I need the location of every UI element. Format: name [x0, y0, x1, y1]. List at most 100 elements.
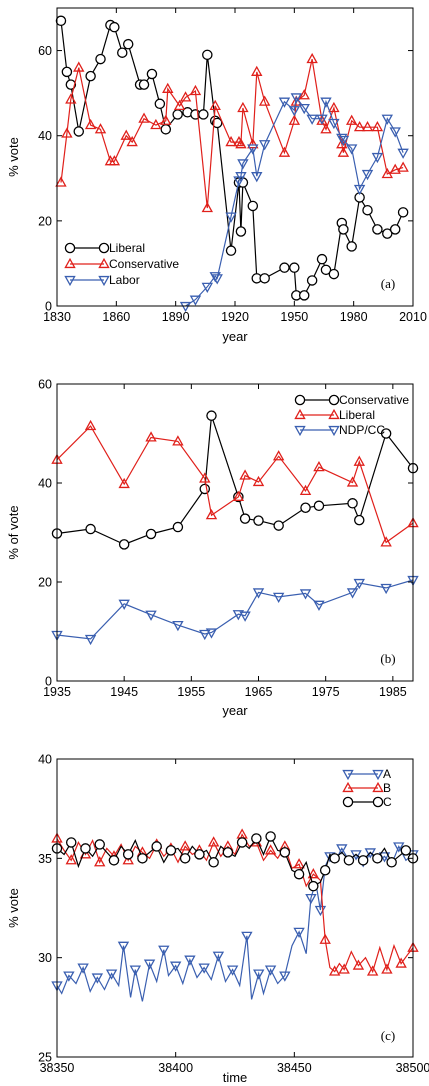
data-point: [211, 274, 223, 285]
data-point: [146, 68, 158, 80]
legend-item: B: [342, 781, 391, 795]
data-point: [264, 844, 277, 855]
data-point: [61, 66, 73, 78]
data-point: [364, 848, 376, 859]
data-point: [198, 963, 210, 974]
data-point: [145, 431, 157, 442]
data-point: [150, 118, 162, 130]
data-point: [357, 855, 369, 866]
legend-marker: [98, 257, 110, 269]
data-point: [225, 135, 237, 147]
data-point: [381, 167, 393, 179]
data-point: [77, 963, 89, 974]
data-point: [239, 611, 251, 622]
legend-marker: [294, 425, 306, 437]
series-liberal: [55, 15, 409, 301]
data-point: [278, 146, 291, 157]
data-point: [212, 951, 225, 962]
data-point: [307, 868, 320, 879]
data-point: [372, 853, 383, 864]
data-point: [63, 971, 75, 982]
data-point: [253, 969, 265, 980]
data-point: [206, 410, 217, 421]
chart-panel-2: 1935 1945 1955 1965 1975 1985 0 20 40 60 year % of …: [6, 378, 419, 718]
data-point: [199, 472, 211, 483]
data-point: [313, 460, 325, 472]
data-point: [328, 118, 340, 130]
data-point: [397, 161, 409, 172]
data-point: [353, 184, 366, 196]
data-point: [288, 114, 301, 125]
data-point: [145, 528, 157, 540]
data-point: [73, 61, 85, 72]
x-tick-label: 1980: [340, 310, 368, 324]
x-tick-label: 1830: [43, 310, 71, 324]
data-point: [237, 101, 249, 113]
x-tick-label: 38450: [277, 1061, 312, 1075]
series-line: [185, 95, 404, 307]
y-axis-label: % vote: [6, 137, 21, 177]
data-point: [85, 523, 96, 535]
legend-marker: [328, 425, 340, 437]
data-point: [145, 610, 157, 621]
data-point: [350, 850, 362, 861]
x-tick-label: 1890: [162, 310, 190, 324]
data-point: [179, 853, 191, 864]
legend-item: A: [342, 767, 391, 781]
data-point: [94, 839, 105, 850]
legend: Liberal Conservative Labor: [64, 241, 179, 287]
data-point: [208, 857, 219, 868]
series-labor: [179, 93, 409, 313]
data-point: [154, 98, 166, 110]
data-point: [389, 224, 401, 235]
data-point: [236, 837, 248, 848]
data-point: [353, 578, 365, 590]
x-tick-label: 1935: [43, 685, 71, 699]
data-point: [258, 140, 271, 151]
data-point: [352, 959, 365, 970]
data-point: [85, 70, 96, 82]
data-point: [316, 253, 328, 265]
data-point: [225, 245, 237, 256]
plot-frame: [56, 758, 414, 1058]
legend-marker: [372, 769, 384, 781]
legend-marker: [64, 275, 76, 287]
data-point: [299, 484, 312, 496]
data-point: [347, 498, 358, 509]
data-point: [380, 583, 392, 595]
data-point: [172, 521, 184, 533]
data-point: [336, 844, 348, 855]
data-point: [179, 840, 191, 851]
data-point: [400, 845, 412, 856]
legend-label: Conservative: [339, 393, 409, 407]
data-point: [372, 224, 383, 235]
series-line: [56, 425, 414, 544]
data-point: [380, 428, 392, 439]
y-tick-label: 40: [38, 753, 52, 767]
data-point: [189, 295, 202, 306]
y-tick-label: 25: [38, 1051, 52, 1065]
data-point: [298, 103, 310, 115]
data-point: [138, 79, 150, 90]
data-point: [253, 515, 264, 526]
data-point: [346, 241, 357, 252]
data-point: [122, 854, 134, 865]
data-point: [382, 228, 393, 239]
x-tick-label: 1975: [312, 685, 340, 699]
plot-frame: [56, 383, 414, 682]
data-point: [306, 52, 318, 64]
data-point: [353, 455, 365, 466]
data-point: [313, 600, 325, 611]
series-line: [60, 58, 404, 209]
data-point: [328, 101, 340, 113]
legend-label: Conservative: [109, 257, 179, 271]
series-c: [51, 831, 419, 892]
legend-item: Liberal: [294, 408, 375, 422]
legend-item: Labor: [64, 273, 140, 287]
data-point: [129, 965, 142, 976]
data-point: [209, 272, 221, 283]
legend-marker: [98, 242, 110, 254]
data-point: [265, 831, 276, 842]
data-point: [361, 169, 374, 181]
